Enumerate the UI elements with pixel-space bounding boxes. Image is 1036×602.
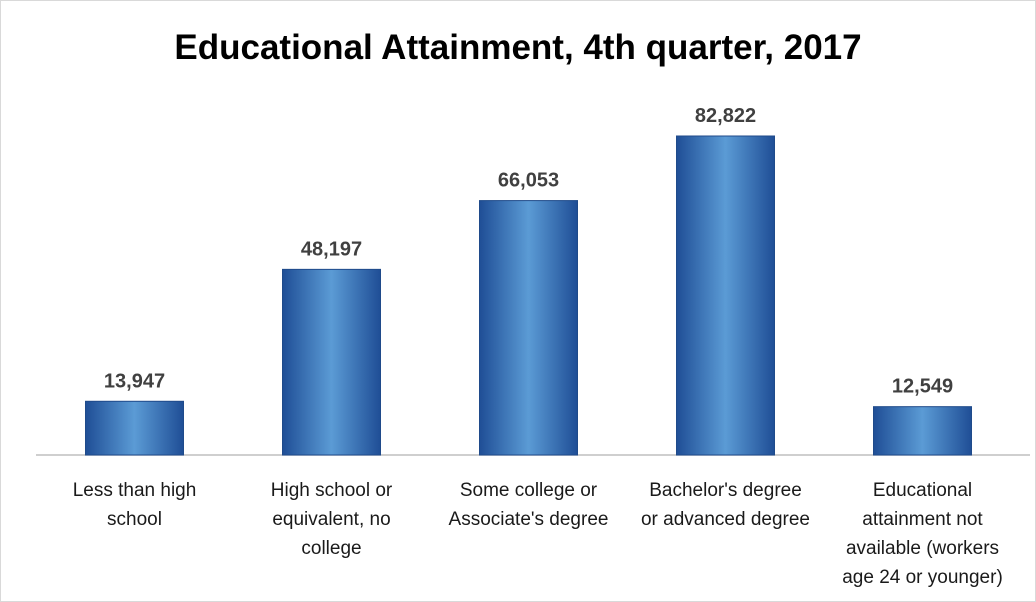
bar-value-label-4: 82,822 <box>695 105 756 127</box>
bar-value-label-3: 66,053 <box>498 170 559 192</box>
category-label-5: Educational attainment not available (wo… <box>842 480 1003 588</box>
category-label-3: Some college or Associate's degree <box>448 480 609 530</box>
bar-3 <box>479 200 578 456</box>
bar-value-label-5: 12,549 <box>892 376 953 398</box>
bar-5 <box>873 406 972 456</box>
category-label-1: Less than high school <box>72 480 197 530</box>
bar-value-label-2: 48,197 <box>301 238 362 260</box>
category-label-4: Bachelor's degree or advanced degree <box>640 480 810 530</box>
bar-2 <box>282 268 381 456</box>
chart-title: Educational Attainment, 4th quarter, 201… <box>174 28 862 67</box>
category-label-2: High school or equivalent, no college <box>270 480 393 559</box>
bar-1 <box>85 400 184 456</box>
bar-value-label-1: 13,947 <box>104 370 165 392</box>
bar-4 <box>676 135 775 456</box>
